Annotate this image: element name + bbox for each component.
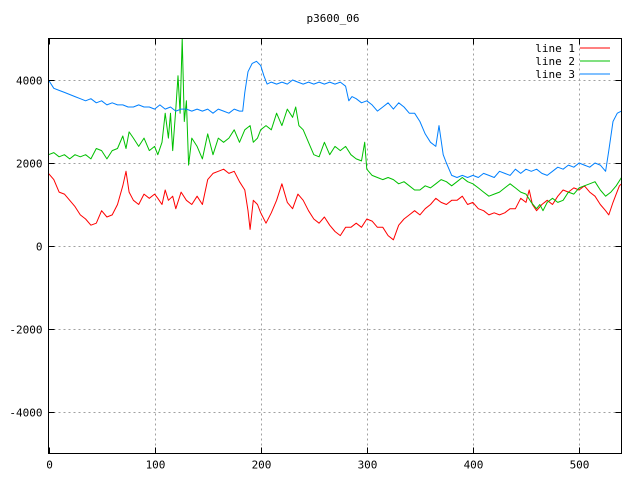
series-line-3 [48,60,622,178]
x-tick-label: 300 [358,459,378,472]
x-tick-label: 0 [46,459,53,472]
y-tick-label: 0 [36,241,43,254]
y-tick-label: 2000 [16,158,43,171]
legend-label-2: line 2 [535,55,575,68]
grid [48,38,622,454]
x-tick-label: 200 [252,459,272,472]
y-tick-label: -4000 [9,407,42,420]
x-tick-label: 400 [464,459,484,472]
legend-label-1: line 1 [535,42,575,55]
series-line-1 [48,168,622,241]
y-tick-label: -2000 [9,324,42,337]
series-lines [48,38,622,241]
x-tick-label: 500 [570,459,590,472]
x-tick-label: 100 [146,459,166,472]
series-line-2 [48,38,622,212]
axis-ticks: 0 100 200 300 400 500 -4000 -2000 0 2000 4000 [9,38,622,472]
y-tick-label: 4000 [16,75,43,88]
legend-label-3: line 3 [535,68,575,81]
chart-title: p3600_06 [307,12,360,25]
